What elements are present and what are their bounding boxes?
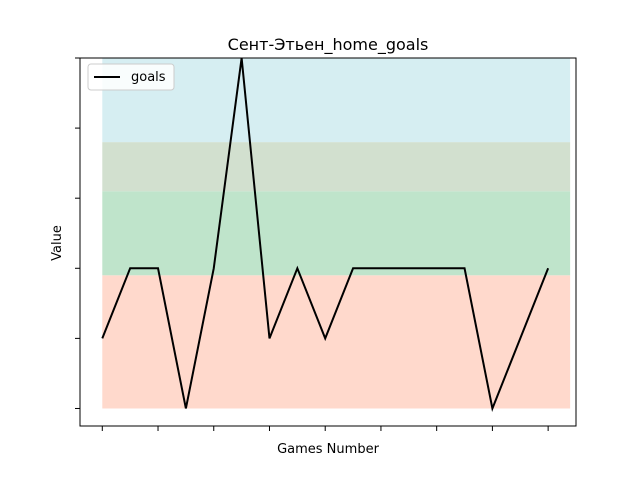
background-bands [102,58,571,409]
legend-label-goals: goals [131,70,166,85]
chart-title: Сент-Этьен_home_goals [228,35,429,55]
background-band-3 [102,142,571,192]
axis-ticks [75,57,549,431]
legend: goals [87,63,175,91]
x-axis-label: Games Number [277,442,379,457]
series-lines [101,57,550,412]
series-line-goals [101,57,550,412]
background-band-4 [102,58,571,143]
background-band-1 [102,275,571,409]
y-axis-label: Value [50,225,65,261]
legend-box [87,63,175,91]
plot-frame [79,57,577,427]
background-band-2 [102,191,571,276]
